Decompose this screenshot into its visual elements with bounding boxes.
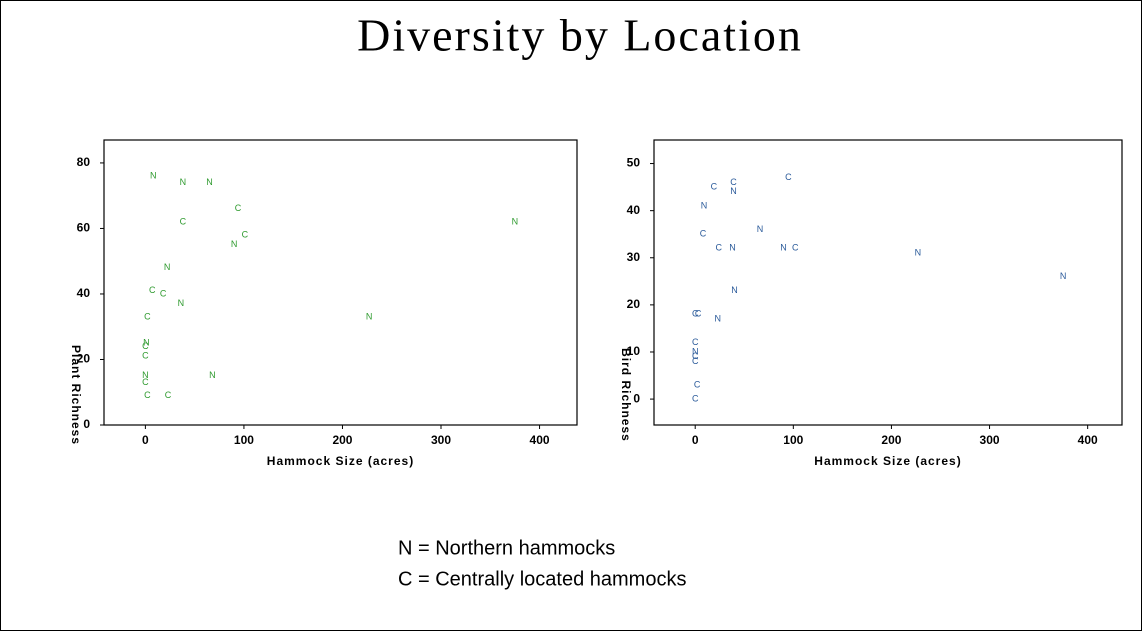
y-axis-title: Bird Richness bbox=[619, 348, 633, 442]
point: C bbox=[694, 379, 701, 389]
point: N bbox=[164, 262, 171, 272]
x-tick-label: 400 bbox=[530, 433, 550, 447]
plot-frame bbox=[653, 139, 1123, 426]
point: C bbox=[692, 356, 699, 366]
y-axis-title: Plant Richness bbox=[69, 345, 83, 445]
y-tick-label: 50 bbox=[627, 156, 641, 170]
y-tick-label: 80 bbox=[77, 155, 91, 169]
x-tick-label: 100 bbox=[234, 433, 254, 447]
x-tick-label: 300 bbox=[431, 433, 451, 447]
x-tick-label: 0 bbox=[142, 433, 149, 447]
y-tick-label: 10 bbox=[627, 344, 641, 358]
point: N bbox=[178, 298, 185, 308]
point: C bbox=[730, 177, 737, 187]
point: N bbox=[142, 370, 149, 380]
x-tick-label: 400 bbox=[1078, 433, 1098, 447]
point: C bbox=[160, 288, 167, 298]
point: N bbox=[701, 200, 708, 210]
x-axis-title: Hammock Size (acres) bbox=[814, 454, 961, 468]
y-tick-label: 40 bbox=[77, 286, 91, 300]
point: C bbox=[692, 337, 699, 347]
point: N bbox=[692, 346, 699, 356]
point: N bbox=[780, 243, 787, 253]
point: C bbox=[692, 309, 699, 319]
note: C = Centrally located hammocks bbox=[398, 568, 686, 590]
point: C bbox=[142, 377, 149, 387]
slide-title: Diversity by Location bbox=[357, 10, 803, 61]
point: N bbox=[150, 170, 157, 180]
point: C bbox=[716, 243, 723, 253]
point: N bbox=[715, 313, 722, 323]
point: C bbox=[242, 229, 249, 239]
point: C bbox=[700, 229, 707, 239]
y-tick-label: 40 bbox=[627, 203, 641, 217]
point: C bbox=[144, 311, 151, 321]
point: N bbox=[366, 311, 373, 321]
x-tick-label: 200 bbox=[332, 433, 352, 447]
point: C bbox=[180, 216, 187, 226]
point: N bbox=[206, 177, 213, 187]
point: C bbox=[142, 351, 149, 361]
point: N bbox=[1060, 271, 1067, 281]
point: C bbox=[785, 172, 792, 182]
point: C bbox=[142, 341, 149, 351]
point: C bbox=[692, 351, 699, 361]
x-tick-label: 100 bbox=[783, 433, 803, 447]
point: C bbox=[165, 390, 172, 400]
point: N bbox=[512, 216, 519, 226]
point: C bbox=[711, 181, 718, 191]
point: N bbox=[915, 247, 922, 257]
point: C bbox=[144, 390, 151, 400]
point: N bbox=[730, 186, 737, 196]
point: N bbox=[143, 337, 150, 347]
plot-frame bbox=[103, 139, 578, 426]
y-tick-label: 30 bbox=[627, 250, 641, 264]
point: N bbox=[731, 285, 738, 295]
y-tick-label: 20 bbox=[77, 352, 91, 366]
point: N bbox=[757, 224, 764, 234]
point: C bbox=[695, 309, 702, 319]
point: C bbox=[149, 285, 156, 295]
x-tick-label: 0 bbox=[692, 433, 699, 447]
point: N bbox=[209, 370, 216, 380]
y-tick-label: 20 bbox=[627, 297, 641, 311]
y-tick-label: 60 bbox=[77, 221, 91, 235]
point: C bbox=[235, 203, 242, 213]
note: N = Northern hammocks bbox=[398, 537, 615, 559]
point: C bbox=[692, 393, 699, 403]
x-axis-title: Hammock Size (acres) bbox=[267, 454, 414, 468]
y-tick-label: 0 bbox=[633, 391, 640, 405]
x-tick-label: 300 bbox=[980, 433, 1000, 447]
point: N bbox=[231, 239, 238, 249]
point: C bbox=[792, 243, 799, 253]
y-tick-label: 0 bbox=[83, 417, 90, 431]
x-tick-label: 200 bbox=[881, 433, 901, 447]
point: N bbox=[180, 177, 187, 187]
point: N bbox=[729, 243, 736, 253]
